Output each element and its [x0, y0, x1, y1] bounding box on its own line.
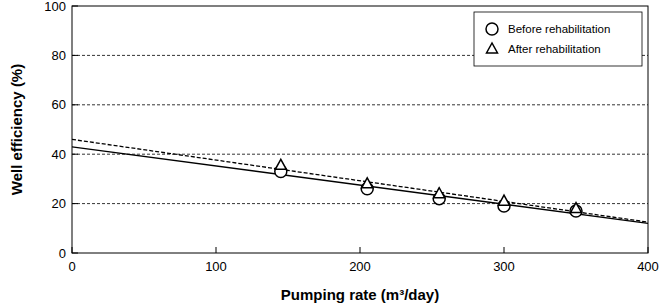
y-tick [72, 104, 78, 105]
y-tick [72, 203, 78, 204]
x-tick-label: 100 [205, 259, 227, 274]
point [434, 188, 445, 198]
y-tick-label: 40 [52, 147, 66, 162]
y-tick [72, 55, 78, 56]
y-tick [72, 154, 78, 155]
x-axis-label: Pumping rate (m³/day) [281, 286, 439, 303]
grid-line [72, 104, 648, 105]
point [499, 195, 510, 205]
legend: Before rehabilitation After rehabilitatio… [474, 12, 642, 66]
trend-line [72, 139, 648, 222]
grid-line [72, 203, 648, 204]
legend-marker [487, 43, 498, 53]
y-tick-label: 80 [52, 48, 66, 63]
x-tick [72, 247, 73, 253]
chart: 0 100 200 300 400 0 20 40 60 80 100 Pumping rate (m… [0, 0, 662, 307]
chart-root: 0 100 200 300 400 0 20 40 60 80 100 Pumping rate (m… [0, 0, 662, 307]
y-tick-label: 60 [52, 97, 66, 112]
y-tick [72, 6, 78, 7]
y-tick [72, 253, 78, 254]
grid-line [72, 154, 648, 155]
x-tick [216, 247, 217, 253]
legend-marker [486, 23, 498, 35]
y-tick-label: 0 [59, 246, 66, 261]
point [362, 178, 373, 188]
y-tick-label: 100 [44, 0, 66, 14]
point [571, 203, 582, 213]
x-tick-label: 200 [349, 259, 371, 274]
x-tick [360, 247, 361, 253]
y-tick-label: 20 [52, 196, 66, 211]
plot-marks [72, 139, 648, 223]
x-tick [648, 247, 649, 253]
legend-box [474, 12, 642, 66]
x-tick-label: 400 [637, 259, 659, 274]
x-tick [504, 247, 505, 253]
legend-label: After rehabilitation [508, 43, 601, 55]
x-tick-label: 0 [68, 259, 75, 274]
trend-line [72, 147, 648, 224]
plot-frame [72, 6, 648, 253]
x-tick-label: 300 [493, 259, 515, 274]
legend-label: Before rehabilitation [508, 23, 610, 35]
y-axis-label: Well efficiency (%) [8, 64, 25, 195]
point [275, 159, 286, 169]
